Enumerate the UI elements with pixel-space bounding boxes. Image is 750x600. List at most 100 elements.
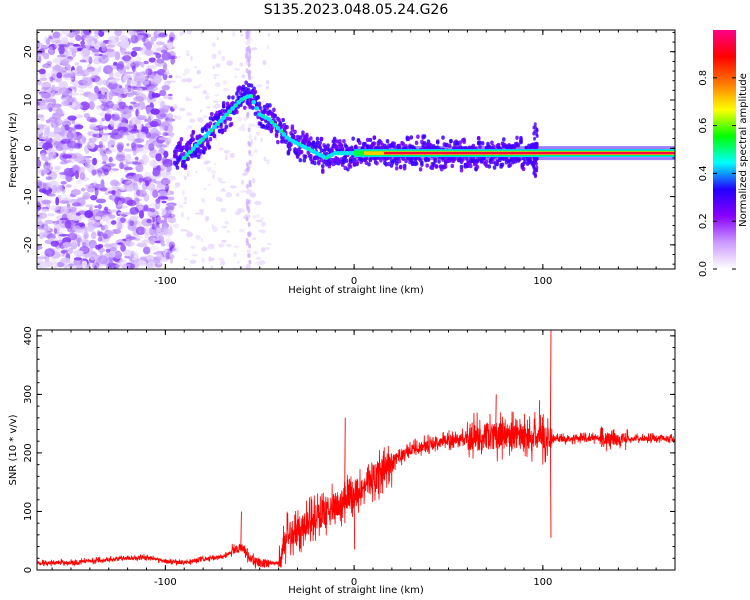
heatmap-noise-cell	[130, 101, 137, 104]
heatmap-noise-cell	[152, 93, 161, 98]
heatmap-noise-cell	[61, 30, 71, 35]
heatmap-noise-cell	[66, 126, 77, 133]
heatmap-noise-cell	[134, 235, 143, 239]
heatmap-noise-cell	[138, 147, 150, 154]
heatmap-ridge-cell	[533, 174, 537, 179]
snr-spike	[538, 400, 541, 438]
heatmap-ridge-cell	[193, 143, 199, 148]
heatmap-noise-cell	[54, 133, 62, 142]
heatmap-noise-cell	[105, 151, 112, 155]
heatmap-noise-cell	[225, 191, 233, 198]
heatmap-ridge-cell	[231, 95, 235, 100]
heatmap-noise-cell	[205, 95, 210, 100]
heatmap-noise-cell	[62, 81, 67, 86]
heatmap-noise-cell	[153, 240, 161, 244]
heatmap-noise-cell	[245, 201, 249, 207]
heatmap-noise-cell	[127, 175, 134, 183]
heatmap-noise-cell	[111, 197, 116, 203]
heatmap-noise-cell	[136, 81, 141, 91]
heatmap-noise-cell	[37, 114, 45, 119]
heatmap-noise-cell	[100, 212, 107, 218]
colorbar: 0.0 0.2 0.4 0.6 0.8 Normalized spectral ampl…	[698, 30, 749, 277]
heatmap-ridge-cell	[372, 141, 377, 146]
colorbar-ticks: 0.0 0.2 0.4 0.6 0.8	[698, 70, 736, 277]
heatmap-noise-cell	[215, 63, 221, 68]
heatmap-noise-cell	[168, 217, 177, 224]
heatmap-ridge-cell	[272, 107, 276, 113]
heatmap-noise-cell	[74, 265, 84, 269]
heatmap-noise-cell	[138, 177, 144, 183]
heatmap-noise-cell	[127, 158, 138, 162]
heatmap-noise-cell	[118, 94, 123, 101]
heatmap-noise-cell	[69, 38, 76, 44]
heatmap-noise-cell	[37, 256, 43, 264]
heatmap-noise-cell	[221, 225, 228, 229]
heatmap-noise-cell	[74, 62, 80, 66]
heatmap-noise-cell	[122, 55, 132, 62]
snr-xtick-label: 100	[533, 577, 552, 588]
heatmap-noise-cell	[67, 115, 77, 121]
heatmap-noise-cell	[39, 102, 48, 110]
heatmap-noise-cell	[160, 242, 166, 247]
heatmap-ridge-cell	[175, 165, 180, 170]
heatmap-ridge-cell	[414, 161, 419, 166]
heatmap-noise-cell	[255, 131, 261, 136]
heatmap-noise-cell	[244, 214, 251, 219]
heatmap-noise-cell	[60, 138, 71, 144]
heatmap-noise-cell	[130, 252, 134, 259]
heatmap-noise-cell	[220, 260, 226, 266]
heatmap-ridge-cell	[220, 108, 225, 114]
heatmap-noise-cell	[84, 266, 89, 269]
heatmap-noise-cell	[90, 51, 101, 56]
heatmap-ridge-cell	[205, 131, 211, 136]
heatmap-ridge-cell	[343, 155, 348, 160]
heatmap-ridge	[172, 80, 675, 179]
heatmap-noise-cell	[256, 213, 260, 219]
heatmap-ridge-cell	[241, 84, 246, 89]
heatmap-noise-cell	[245, 161, 249, 167]
heatmap-ridge-cell	[221, 115, 226, 120]
heatmap-noise-cell	[131, 46, 143, 51]
heatmap-noise-cell	[206, 105, 211, 109]
heatmap-noise-cell	[71, 215, 81, 222]
heatmap-noise-cell	[120, 49, 128, 54]
heatmap-noise-cell	[124, 51, 133, 55]
heatmap-noise-cell	[130, 252, 135, 255]
heatmap-noise-cell	[38, 188, 47, 193]
snr-ytick-label: 0	[23, 567, 34, 573]
heatmap-noise-cell	[126, 180, 132, 184]
heatmap-noise-cell	[37, 216, 42, 223]
heatmap-noise-cell	[245, 188, 253, 195]
heatmap-noise-cell	[110, 113, 120, 121]
heatmap-noise-cell	[110, 220, 117, 225]
heatmap-noise-cell	[263, 156, 267, 162]
heatmap-noise-cell	[245, 30, 249, 36]
heatmap-noise-cell	[44, 248, 55, 257]
heatmap-noise-cell	[235, 192, 240, 197]
heatmap-noise-cell	[97, 204, 102, 210]
heatmap-noise-cell	[103, 79, 107, 86]
heatmap-noise-cell	[49, 76, 54, 82]
heatmap-noise-cell	[41, 208, 50, 212]
heatmap-noise-cell	[149, 132, 160, 139]
heatmap-noise-cell	[158, 137, 168, 141]
heatmap-ridge-cell	[179, 137, 184, 142]
heatmap-noise-cell	[130, 62, 137, 69]
snr-spike	[495, 394, 497, 436]
heatmap-noise-cell	[42, 63, 52, 69]
heatmap-noise-cell	[173, 223, 180, 229]
heatmap-ridge-cell	[523, 159, 527, 164]
heatmap-ridge-cell	[441, 135, 445, 140]
heatmap-ridge-cell	[287, 147, 292, 152]
heatmap-noise-cell	[97, 169, 102, 177]
heatmap-noise-cell	[87, 48, 95, 51]
heatmap-noise-cell	[101, 117, 105, 122]
heatmap-noise-cell	[59, 217, 69, 221]
heatmap-noise-cell	[246, 249, 251, 253]
heatmap-ridge-cell	[532, 125, 536, 130]
heatmap-noise-cell	[37, 78, 42, 86]
heatmap-noise-cell	[40, 170, 50, 174]
heatmap-noise-cell	[155, 198, 161, 205]
heatmap-noise-cell	[115, 154, 126, 162]
